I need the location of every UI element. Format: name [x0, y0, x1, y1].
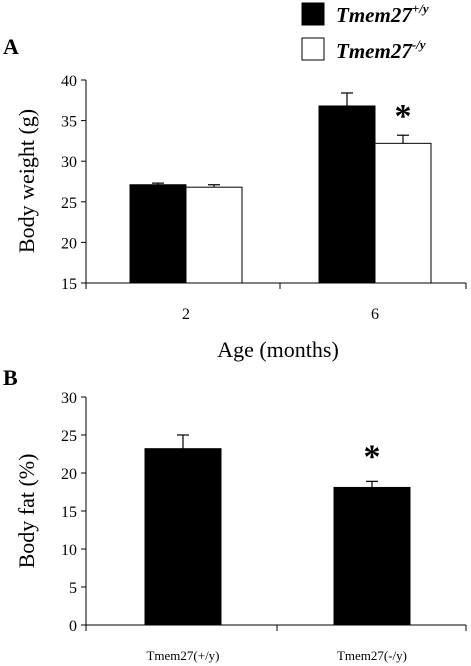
y-tick-label: 10: [61, 542, 77, 559]
legend-sup-series-1: +/y: [412, 1, 429, 16]
y-tick-label: 35: [61, 114, 77, 131]
y-tick-label: 40: [61, 73, 77, 90]
bar-series-1-cat-2: [129, 184, 187, 284]
y-tick-label: 30: [61, 390, 77, 407]
bar-Tmem27(+/y): [144, 448, 222, 626]
y-tick-label: 30: [61, 154, 77, 171]
legend-label-series-2: Tmem27-/y: [336, 37, 426, 63]
bar-series-2-cat-2: [185, 186, 243, 284]
panel-b-y-axis-title: Body fat (%): [14, 454, 39, 569]
y-tick-label: 0: [69, 618, 77, 635]
x-tick-label: 2: [182, 306, 190, 323]
panel-b-bars: *: [144, 434, 411, 626]
x-tick-label: Tmem27(-/y): [337, 648, 407, 663]
significance-marker: *: [395, 98, 412, 135]
y-tick-label: 25: [61, 428, 77, 445]
bar-series-2-cat-6: [374, 142, 432, 284]
y-tick-label: 25: [61, 195, 77, 212]
bar-series-1-cat-6: [318, 105, 376, 284]
x-tick-label: 6: [371, 306, 379, 323]
panel-a-letter: A: [3, 34, 19, 59]
y-tick-label: 20: [61, 235, 77, 252]
panel-a-x-axis-title: Age (months): [217, 337, 339, 362]
panel-b-y-ticks: 0 5 10 15 20 25 30: [61, 390, 86, 635]
bar-Tmem27(-/y): [333, 486, 411, 626]
panel-b-letter: B: [3, 365, 18, 390]
x-tick-label: Tmem27(+/y): [146, 648, 219, 663]
panel-a-y-ticks: 15 20 25 30 35 40: [61, 73, 86, 293]
legend-swatch-series-1: [301, 2, 325, 26]
legend-label-series-1: Tmem27+/y: [336, 1, 429, 27]
y-tick-label: 15: [61, 504, 77, 521]
legend-sup-series-2: -/y: [412, 37, 426, 52]
panel-b-x-ticks: Tmem27(+/y) Tmem27(-/y): [85, 625, 467, 663]
significance-marker: *: [364, 438, 381, 475]
y-tick-label: 20: [61, 466, 77, 483]
legend-swatch-series-2: [301, 37, 325, 61]
panel-a-bars: *: [129, 92, 432, 284]
y-tick-label: 5: [69, 580, 77, 597]
y-tick-label: 15: [61, 276, 77, 293]
legend: Tmem27+/y Tmem27-/y: [301, 1, 429, 63]
panel-a-y-axis-title: Body weight (g): [14, 109, 39, 253]
